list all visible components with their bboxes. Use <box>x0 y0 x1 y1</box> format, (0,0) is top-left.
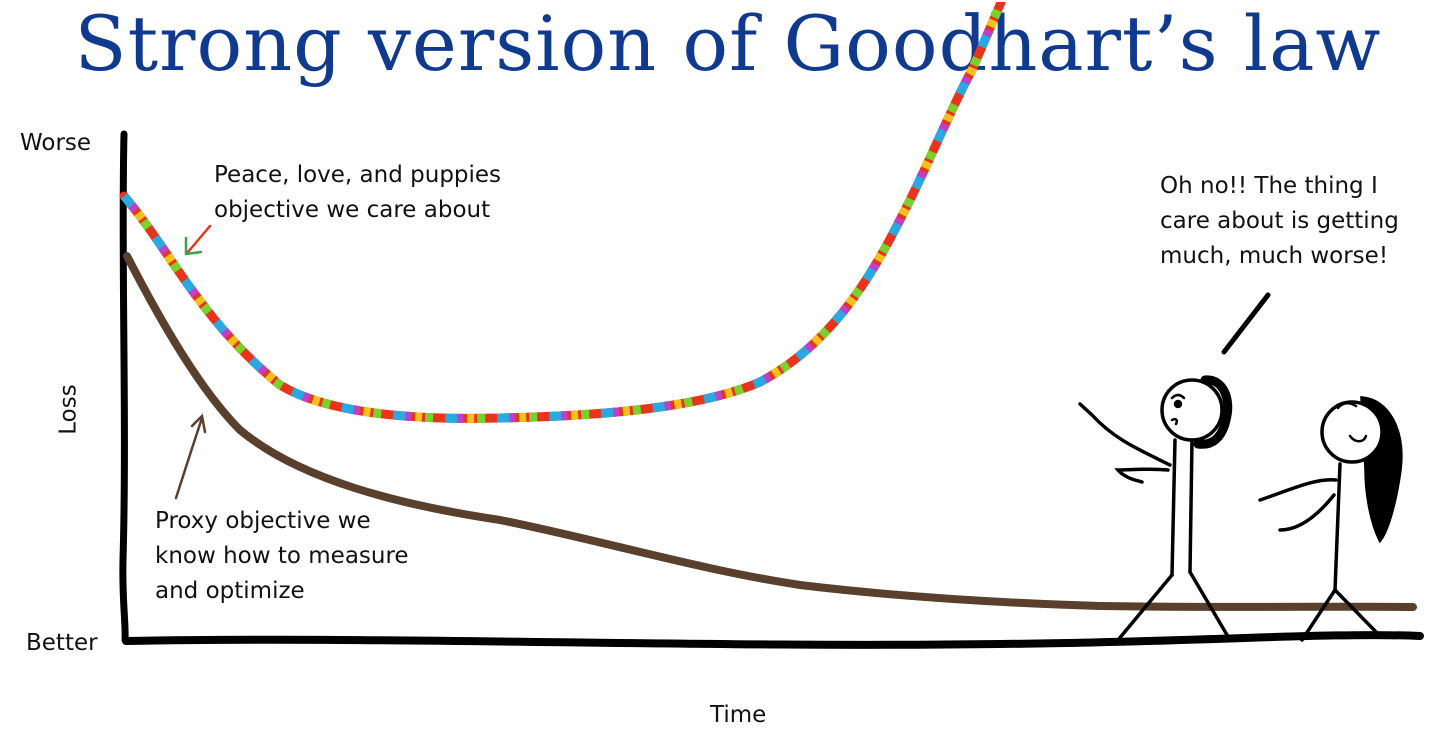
true-objective-annotation: Peace, love, and puppies objective we ca… <box>214 158 501 228</box>
diagram-title: Strong version of Goodhart’s law <box>74 0 1382 88</box>
stick-figure-man <box>1078 375 1233 642</box>
proxy-objective-annotation-line: know how to measure <box>155 543 409 569</box>
speech-line: care about is getting <box>1160 208 1399 234</box>
stick-figure-woman <box>1258 396 1403 642</box>
proxy-objective-annotation: Proxy objective we know how to measure a… <box>155 504 409 609</box>
y-axis-bottom-label: Better <box>26 630 98 656</box>
x-axis-label: Time <box>710 702 767 728</box>
proxy-objective-line <box>123 252 1417 611</box>
y-axis-top-label: Worse <box>20 130 92 156</box>
x-axis <box>122 631 1424 649</box>
y-axis <box>119 130 129 644</box>
y-axis-label: Loss <box>55 384 82 435</box>
true-objective-line <box>119 0 1007 423</box>
true-objective-annotation-line: objective we care about <box>214 197 491 223</box>
true-objective-annotation-line: Peace, love, and puppies <box>214 162 502 188</box>
proxy-objective-annotation-line: and optimize <box>155 578 305 604</box>
proxy-objective-annotation-line: Proxy objective we <box>155 508 371 534</box>
speech-line: much, much worse! <box>1160 243 1389 269</box>
speech-tick <box>1221 292 1271 355</box>
true-objective-arrow <box>184 224 212 256</box>
speech-text: Oh no!! The thing I care about is gettin… <box>1160 169 1399 274</box>
proxy-objective-arrow <box>174 413 207 500</box>
speech-line: Oh no!! The thing I <box>1160 173 1378 199</box>
